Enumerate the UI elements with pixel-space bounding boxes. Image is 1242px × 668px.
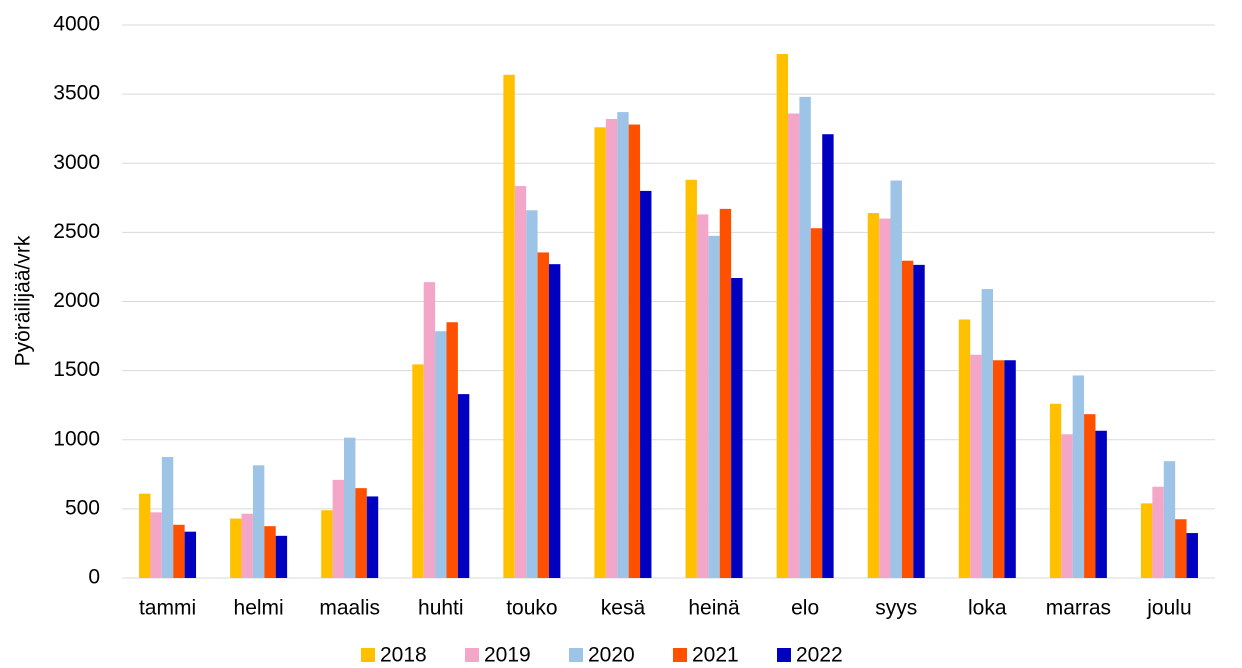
bar (1186, 533, 1198, 578)
x-tick-label: touko (506, 597, 557, 620)
x-tick-label: marras (1046, 597, 1111, 620)
bar (1163, 461, 1176, 578)
bar (640, 190, 652, 578)
x-tick-label: helmi (234, 597, 284, 620)
bar (879, 218, 891, 579)
x-tick-label: elo (791, 597, 819, 620)
y-tick-label: 3000 (53, 151, 100, 174)
y-tick-label: 1000 (53, 427, 100, 450)
legend-swatch (777, 648, 791, 662)
legend-label: 2021 (692, 644, 739, 667)
y-tick-label: 2000 (53, 289, 100, 312)
bar (1004, 360, 1016, 578)
legend-label: 2019 (484, 644, 531, 667)
bar (412, 364, 424, 578)
bar (913, 264, 925, 578)
legend-label: 2020 (588, 644, 635, 667)
bar (173, 524, 185, 578)
bar (799, 96, 811, 578)
x-tick-label: kesä (601, 597, 646, 620)
bar (1084, 414, 1096, 578)
bar (514, 186, 527, 578)
legend-swatch (569, 648, 583, 662)
bar (241, 513, 253, 578)
bar (230, 518, 242, 578)
bar (1140, 503, 1153, 578)
bar (890, 180, 902, 578)
y-tick-label: 1500 (53, 358, 100, 381)
bar (867, 213, 880, 578)
bar (1175, 519, 1187, 578)
bar (822, 134, 834, 578)
x-tick-label: heinä (688, 597, 740, 620)
bar (776, 54, 789, 579)
bar (537, 252, 549, 578)
y-axis-label: Pyöräilijää/vrk (12, 235, 35, 366)
bar (457, 394, 470, 578)
bar (321, 510, 333, 578)
legend-swatch (465, 648, 479, 662)
bar (264, 526, 276, 578)
legend-swatch (361, 648, 375, 662)
y-tick-label: 500 (65, 496, 100, 519)
bar (992, 360, 1005, 578)
bar (981, 289, 993, 578)
bar (1049, 403, 1062, 578)
y-tick-label: 4000 (53, 13, 100, 36)
bar (970, 354, 982, 578)
bar (696, 214, 709, 578)
bar (719, 208, 732, 578)
legend-swatch (673, 648, 687, 662)
bar (901, 260, 914, 578)
bar (150, 512, 162, 578)
bar (617, 112, 629, 578)
bar (355, 488, 367, 578)
x-tick-label: joulu (1146, 597, 1191, 620)
bar (161, 457, 174, 578)
bar (139, 493, 151, 578)
x-tick-label: syys (875, 597, 917, 620)
bar (548, 264, 561, 578)
bar (594, 127, 606, 579)
bar (344, 437, 356, 578)
x-tick-label: maalis (319, 597, 380, 620)
bar (423, 282, 436, 578)
x-tick-label: loka (968, 597, 1007, 620)
bar (275, 535, 288, 578)
bar (628, 124, 641, 578)
bar (1152, 486, 1164, 578)
bar (526, 210, 538, 578)
bar (958, 319, 971, 578)
bar (503, 74, 515, 579)
bar (252, 465, 265, 578)
bar (708, 235, 720, 579)
bar (435, 331, 447, 578)
y-tick-label: 2500 (53, 220, 100, 243)
bar (184, 531, 197, 578)
bar (332, 479, 345, 578)
bar (731, 277, 743, 578)
y-tick-label: 0 (88, 566, 100, 589)
x-tick-label: tammi (139, 597, 196, 620)
bar (366, 496, 379, 578)
bar (605, 119, 618, 578)
bar (1072, 375, 1085, 578)
bar (1061, 434, 1073, 578)
bar (446, 322, 458, 578)
bar (810, 228, 823, 579)
bar (788, 113, 800, 578)
bar (685, 179, 697, 578)
legend-label: 2022 (796, 644, 843, 667)
x-tick-label: huhti (418, 597, 464, 620)
legend-label: 2018 (380, 644, 427, 667)
y-tick-label: 3500 (53, 82, 100, 105)
bar (1095, 430, 1107, 578)
